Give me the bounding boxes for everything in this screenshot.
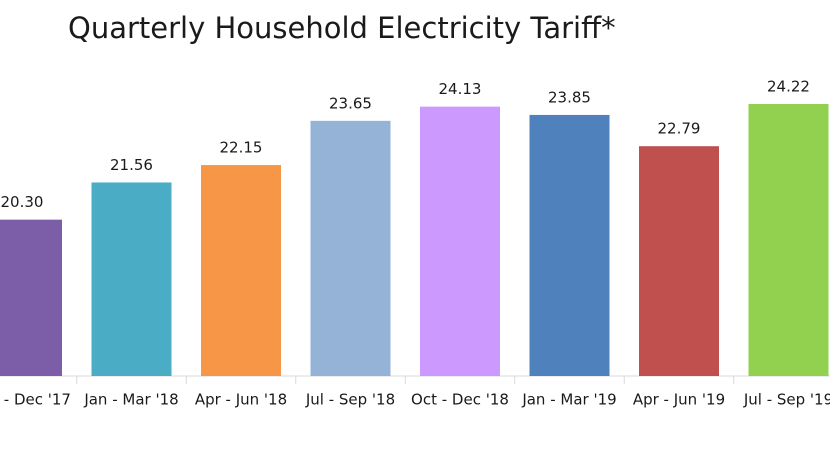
bar — [201, 165, 281, 376]
x-tick-label: Oct - Dec '18 — [411, 391, 509, 409]
value-label: 24.22 — [767, 78, 810, 96]
chart-title: Quarterly Household Electricity Tariff* — [68, 11, 616, 45]
bar — [0, 219, 62, 376]
bar — [91, 182, 172, 376]
value-label: 22.79 — [658, 120, 701, 138]
value-label: 23.65 — [329, 94, 372, 112]
bar — [748, 104, 829, 376]
x-tick-label: Apr - Jun '18 — [195, 391, 287, 409]
bar — [639, 146, 719, 376]
value-label: 21.56 — [110, 156, 153, 174]
x-tick-label: Jul - Sep '19 — [743, 391, 830, 409]
x-tick-label: Jan - Mar '19 — [521, 391, 616, 409]
bar — [420, 106, 500, 376]
x-tick-label: Jan - Mar '18 — [83, 391, 178, 409]
bar — [310, 120, 391, 376]
bar — [529, 114, 610, 377]
value-label: 22.15 — [220, 139, 263, 157]
value-label: 20.30 — [1, 193, 44, 211]
value-label: 24.13 — [439, 80, 482, 98]
x-tick-label: Oct - Dec '17 — [0, 391, 71, 409]
value-label: 23.85 — [548, 88, 591, 106]
x-tick-label: Jul - Sep '18 — [305, 391, 395, 409]
x-tick-label: Apr - Jun '19 — [633, 391, 725, 409]
